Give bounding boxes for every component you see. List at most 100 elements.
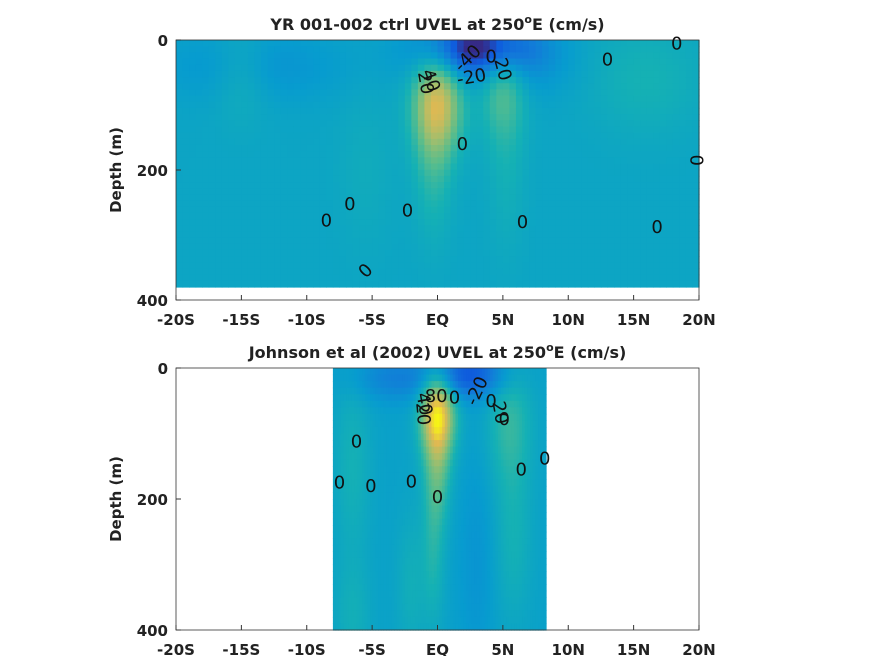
heatmap-cell xyxy=(594,114,602,121)
heatmap-cell xyxy=(412,525,417,533)
heatmap-cell xyxy=(348,584,353,592)
heatmap-cell xyxy=(367,433,371,441)
heatmap-cell xyxy=(189,132,197,140)
heatmap-cell xyxy=(402,407,406,415)
heatmap-cell xyxy=(420,433,425,441)
heatmap-cell xyxy=(378,590,382,598)
heatmap-cell xyxy=(426,407,430,415)
heatmap-cell xyxy=(399,623,403,631)
heatmap-cell xyxy=(332,426,337,435)
heatmap-cell xyxy=(362,551,366,559)
heatmap-cell xyxy=(555,256,563,263)
heatmap-cell xyxy=(476,138,484,146)
heatmap-cell xyxy=(442,485,446,494)
heatmap-cell xyxy=(417,58,426,66)
heatmap-cell xyxy=(388,368,393,376)
heatmap-cell xyxy=(614,101,622,109)
heatmap-cell xyxy=(436,538,441,546)
heatmap-cell xyxy=(431,616,435,625)
heatmap-cell xyxy=(352,169,360,177)
heatmap-cell xyxy=(340,400,345,408)
heatmap-cell xyxy=(489,268,497,276)
heatmap-cell xyxy=(228,188,236,195)
heatmap-cell xyxy=(431,623,435,631)
heatmap-cell xyxy=(489,206,497,214)
heatmap-cell xyxy=(234,40,242,47)
heatmap-cell xyxy=(509,169,517,177)
heatmap-cell xyxy=(351,538,355,546)
heatmap-cell xyxy=(646,280,654,288)
heatmap-cell xyxy=(457,188,465,195)
heatmap-cell xyxy=(287,163,295,171)
heatmap-cell xyxy=(640,219,648,226)
heatmap-cell xyxy=(388,623,393,631)
heatmap-cell xyxy=(426,505,430,513)
heatmap-cell xyxy=(372,70,380,78)
heatmap-cell xyxy=(692,194,700,202)
heatmap-cell xyxy=(555,120,563,128)
heatmap-cell xyxy=(215,107,223,115)
heatmap-cell xyxy=(587,40,595,47)
heatmap-cell xyxy=(398,169,406,177)
heatmap-cell xyxy=(385,274,393,282)
heatmap-cell xyxy=(338,597,342,605)
heatmap-cell xyxy=(502,163,511,171)
heatmap-cell xyxy=(444,387,449,395)
heatmap-cell xyxy=(228,249,236,257)
heatmap-cell xyxy=(362,485,366,494)
heatmap-cell xyxy=(470,58,478,66)
heatmap-cell xyxy=(378,212,386,220)
heatmap-cell xyxy=(189,200,197,208)
heatmap-cell xyxy=(692,219,700,226)
heatmap-cell xyxy=(502,175,511,183)
heatmap-cell xyxy=(234,52,242,60)
heatmap-cell xyxy=(515,163,524,171)
heatmap-cell xyxy=(463,188,471,195)
heatmap-cell xyxy=(332,466,337,474)
heatmap-cell xyxy=(404,194,412,202)
heatmap-cell xyxy=(522,83,530,90)
heatmap-cell xyxy=(306,58,314,66)
heatmap-cell xyxy=(274,77,282,84)
heatmap-cell xyxy=(189,256,197,263)
heatmap-cell xyxy=(594,169,602,177)
heatmap-cell xyxy=(241,157,249,165)
heatmap-cell xyxy=(436,571,441,579)
heatmap-cell xyxy=(444,249,452,257)
heatmap-cell xyxy=(685,120,694,128)
heatmap-cell xyxy=(457,126,465,134)
heatmap-cell xyxy=(359,58,367,66)
heatmap-cell xyxy=(574,268,582,276)
heatmap-cell xyxy=(407,577,411,585)
heatmap-cell xyxy=(356,374,361,382)
heatmap-cell xyxy=(568,70,576,78)
y-tick-label: 200 xyxy=(137,162,168,180)
heatmap-cell xyxy=(685,206,694,214)
heatmap-cell xyxy=(679,144,687,152)
heatmap-cell xyxy=(176,95,184,103)
heatmap-cell xyxy=(221,194,229,202)
heatmap-cell xyxy=(385,188,393,195)
heatmap-cell xyxy=(463,280,471,288)
heatmap-cell xyxy=(555,64,563,72)
heatmap-cell xyxy=(332,89,341,97)
heatmap-cell xyxy=(442,610,446,618)
heatmap-cell xyxy=(364,577,369,585)
heatmap-cell xyxy=(274,163,282,171)
heatmap-cell xyxy=(354,603,358,611)
heatmap-cell xyxy=(444,182,452,189)
heatmap-cell xyxy=(404,381,409,389)
heatmap-cell xyxy=(326,64,334,72)
heatmap-cell xyxy=(522,40,530,47)
heatmap-cell xyxy=(450,89,458,97)
heatmap-cell xyxy=(463,114,471,121)
heatmap-cell xyxy=(496,132,504,140)
heatmap-cell xyxy=(450,194,458,202)
heatmap-cell xyxy=(280,200,288,208)
heatmap-cell xyxy=(415,492,419,500)
heatmap-cell xyxy=(319,262,327,270)
heatmap-cell xyxy=(410,590,414,598)
heatmap-cell xyxy=(362,623,366,631)
heatmap-cell xyxy=(607,206,615,214)
heatmap-cell xyxy=(176,188,184,195)
